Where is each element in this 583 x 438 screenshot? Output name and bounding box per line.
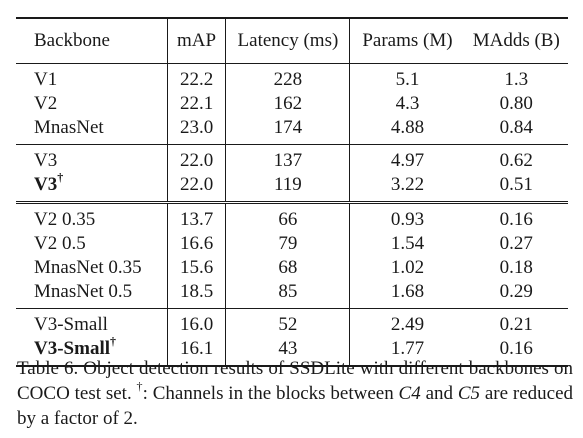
cell-latency: 228 [225, 63, 350, 92]
cell-latency: 162 [225, 92, 350, 116]
cell-backbone: V3-Small [16, 308, 168, 337]
table-caption: Table 6. Object detection results of SSD… [17, 356, 573, 431]
cell-map: 13.7 [166, 201, 226, 232]
cell-map: 22.1 [166, 92, 226, 116]
header-params: Params (M) [349, 17, 465, 64]
cell-params: 5.1 [349, 63, 465, 92]
cell-madds: 0.29 [499, 281, 533, 302]
cell-backbone: V2 [16, 92, 167, 116]
table-row: V3-Small 16.0 52 2.49 0.21 [16, 308, 568, 337]
cell-backbone: V2 0.5 [16, 232, 167, 256]
table-row: V2 0.35 13.7 66 0.93 0.16 [16, 201, 568, 232]
cell-backbone: V3 [16, 144, 168, 173]
dagger-mark: † [57, 170, 64, 184]
cell-backbone: V3-Small† [16, 334, 168, 367]
cell-latency: 137 [225, 144, 350, 173]
caption-label: Table 6. [17, 358, 79, 379]
cell-map: 22.0 [166, 173, 226, 203]
cell-map: 23.0 [166, 116, 226, 145]
cell-params: 1.02 [349, 256, 465, 280]
cell-params: 1.68 [349, 280, 465, 309]
table-body: V1 22.2 228 5.1 1.3 V2 22.1 162 4.3 0.80 MnasNet 23… [16, 63, 568, 367]
cell-params: 0.93 [349, 201, 465, 232]
dagger-mark: † [110, 334, 116, 348]
table-row: V3-Small† 16.1 43 1.77 0.16 [16, 334, 568, 367]
cell-latency: 79 [225, 232, 350, 256]
cell-params: 1.54 [349, 232, 465, 256]
cell-backbone: V2 0.35 [16, 201, 168, 232]
caption-c5: C5 [457, 383, 481, 404]
backbone-label: MnasNet 0.35 [34, 257, 142, 278]
cell-backbone: MnasNet 0.35 [16, 256, 167, 280]
cell-map: 16.6 [166, 232, 226, 256]
table-row: V2 0.5 16.6 79 1.54 0.27 [16, 232, 568, 256]
cell-params: 1.77 [349, 337, 465, 367]
header-row: Backbone mAP Latency (ms) Params (M) MAd… [16, 17, 568, 64]
cell-madds: 1.3 [464, 63, 568, 92]
cell-map: 18.5 [166, 280, 226, 309]
caption-text: and [420, 383, 458, 404]
cell-map: 22.2 [166, 63, 226, 92]
table-row: MnasNet 23.0 174 4.88 0.84 [16, 116, 568, 145]
backbone-label: V3-Small [34, 314, 108, 335]
cell-madds: 0.21 [464, 308, 568, 337]
header-madds: MAdds (B) [464, 17, 568, 64]
cell-backbone: MnasNet 0.5 [16, 280, 167, 309]
backbone-label: V2 0.5 [34, 233, 86, 254]
table-row: MnasNet 0.5 18.5 85 1.68 0.29 [16, 280, 568, 309]
cell-latency: 68 [225, 256, 350, 280]
cell-map: 16.0 [166, 308, 226, 337]
cell-madds: 0.16 [464, 337, 568, 367]
cell-latency: 85 [225, 280, 350, 309]
backbone-label: V1 [34, 69, 58, 90]
cell-params: 3.22 [349, 173, 465, 203]
cell-madds: 0.62 [464, 144, 568, 173]
backbone-label: V2 0.35 [34, 209, 96, 230]
cell-madds: 0.16 [464, 201, 568, 232]
cell-latency: 43 [225, 337, 350, 367]
backbone-label: MnasNet [34, 117, 104, 138]
caption-text: : Channels in the blocks between [142, 383, 399, 404]
table-row: V2 22.1 162 4.3 0.80 [16, 92, 568, 116]
table-row: V1 22.2 228 5.1 1.3 [16, 63, 568, 92]
cell-madds: 0.18 [499, 257, 533, 278]
results-table: Backbone mAP Latency (ms) Params (M) MAd… [16, 17, 568, 367]
cell-params: 4.88 [349, 116, 465, 145]
cell-madds: 0.51 [499, 174, 533, 195]
table-row: V3† 22.0 119 3.22 0.51 [16, 170, 568, 203]
caption-text: Object detection results of SSDLite with… [17, 358, 573, 404]
cell-madds: 0.80 [499, 93, 533, 114]
backbone-label: V3-Small [34, 338, 110, 359]
caption-text: are reduced by a factor of 2. [17, 383, 574, 429]
cell-madds: 0.27 [499, 233, 533, 254]
cell-latency: 174 [225, 116, 350, 145]
cell-backbone: V3† [16, 170, 167, 203]
backbone-label: MnasNet 0.5 [34, 281, 133, 302]
cell-map: 22.0 [166, 144, 226, 173]
header-backbone: Backbone [16, 17, 168, 64]
header-latency: Latency (ms) [225, 17, 350, 64]
backbone-label: V3 [34, 174, 58, 195]
header-map: mAP [166, 17, 226, 64]
cell-latency: 119 [225, 173, 350, 203]
cell-params: 2.49 [349, 308, 465, 337]
cell-backbone: MnasNet [16, 116, 167, 145]
backbone-label: V2 [34, 93, 58, 114]
cell-latency: 52 [225, 308, 350, 337]
cell-params: 4.97 [349, 144, 465, 173]
cell-map: 16.1 [166, 337, 226, 367]
cell-backbone: V1 [16, 63, 168, 92]
caption-c4: C4 [398, 383, 421, 404]
cell-map: 15.6 [166, 256, 226, 280]
table-row: MnasNet 0.35 15.6 68 1.02 0.18 [16, 256, 568, 280]
cell-madds: 0.84 [499, 117, 533, 138]
cell-params: 4.3 [349, 92, 465, 116]
cell-latency: 66 [225, 201, 350, 232]
backbone-label: V3 [34, 150, 58, 171]
caption-dagger: † [136, 379, 143, 393]
table-row: V3 22.0 137 4.97 0.62 [16, 144, 568, 173]
